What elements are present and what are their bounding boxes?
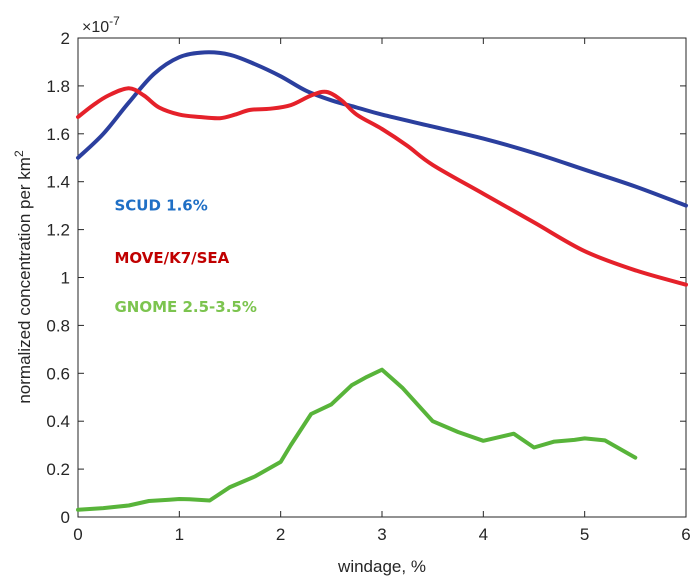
x-axis-label: windage, % (337, 557, 426, 576)
x-tick-label: 3 (377, 525, 386, 544)
series-line-move-k7-sea (76, 86, 688, 287)
series-lines (76, 50, 688, 512)
x-tick-label: 2 (276, 525, 285, 544)
y-axis-label: normalized concentration per km2 (12, 150, 34, 404)
series-line-scud-1-6 (76, 50, 688, 208)
axis-ticks: 0 1 2 3 4 5 6 0 0.2 0.4 0.6 0.8 1 1.2 1.4 1.6 1.8 2 (46, 29, 690, 544)
y-axis-label-superscript: 2 (12, 150, 26, 157)
y-axis-exponent: ×10-7 (82, 14, 120, 36)
y-tick-label: 1.6 (46, 125, 70, 144)
y-tick-label: 0 (61, 508, 70, 527)
y-tick-label: 0.2 (46, 460, 70, 479)
y-axis-label-text: normalized concentration per km (15, 157, 34, 404)
y-tick-label: 1.8 (46, 77, 70, 96)
y-tick-label: 0.8 (46, 316, 70, 335)
series-line-gnome-2-5-3-5 (76, 367, 638, 512)
y-tick-label: 2 (61, 29, 70, 48)
x-tick-label: 0 (73, 525, 82, 544)
x-tick-label: 4 (479, 525, 488, 544)
x-tick-label: 5 (580, 525, 589, 544)
y-tick-label: 1.2 (46, 221, 70, 240)
y-tick-label: 1 (61, 269, 70, 288)
series-annotation: GNOME 2.5-3.5% (114, 298, 256, 316)
series-annotations: SCUD 1.6% MOVE/K7/SEA GNOME 2.5-3.5% (114, 196, 256, 316)
y-exponent-base: ×10 (82, 19, 109, 36)
series-annotation: MOVE/K7/SEA (114, 249, 229, 267)
y-tick-label: 1.4 (46, 173, 70, 192)
y-tick-label: 0.4 (46, 412, 70, 431)
y-tick-label: 0.6 (46, 364, 70, 383)
y-exponent-power: -7 (109, 14, 120, 28)
x-tick-label: 1 (175, 525, 184, 544)
series-annotation: SCUD 1.6% (114, 196, 207, 214)
x-tick-label: 6 (681, 525, 690, 544)
